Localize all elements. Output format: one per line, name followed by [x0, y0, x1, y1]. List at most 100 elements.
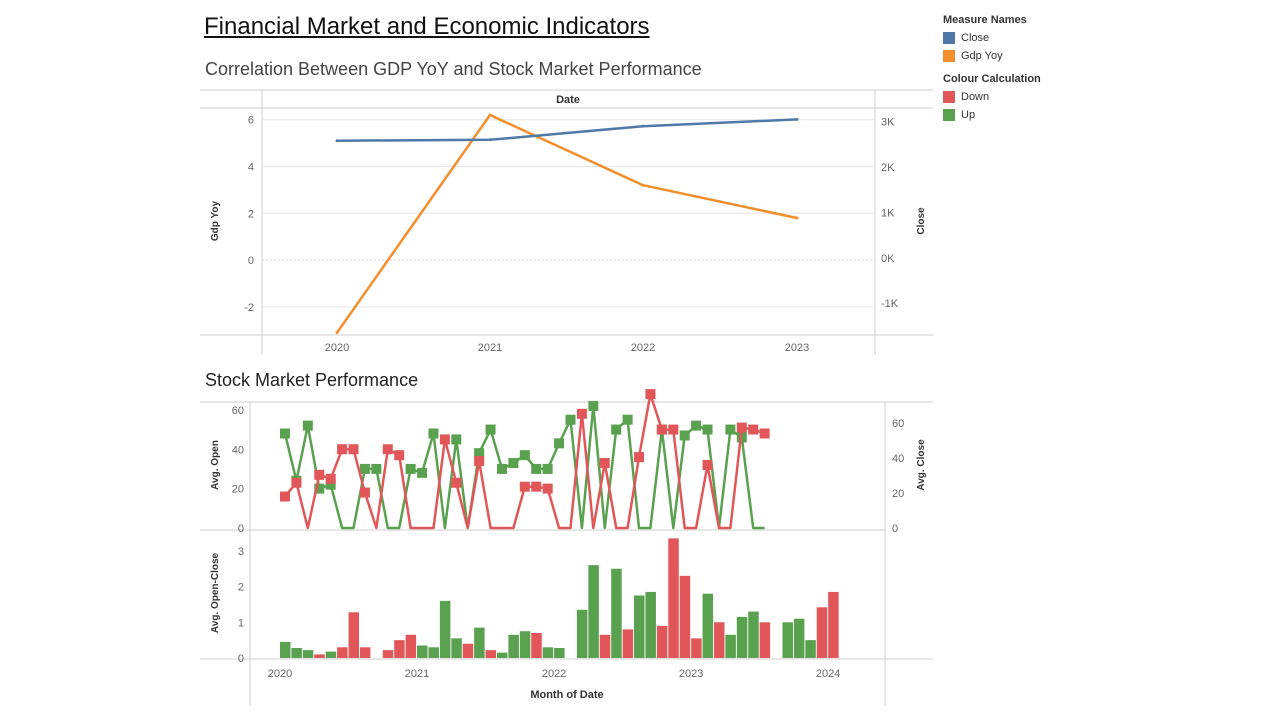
candle-body [280, 428, 290, 439]
y2-axis-title: Close [916, 207, 927, 235]
candle-body [280, 491, 290, 502]
legend-title: Measure Names [943, 14, 1027, 26]
candle-body [485, 424, 496, 435]
candle-body [474, 448, 485, 459]
candle-body [679, 430, 690, 441]
bar [428, 647, 439, 658]
y-tick-label: 60 [232, 405, 244, 417]
bar [405, 634, 417, 658]
data-point [488, 113, 492, 117]
bar [474, 627, 485, 658]
candle-body [531, 463, 542, 474]
bar [725, 634, 736, 658]
legend-item-gdp-yoy[interactable]: Gdp Yoy [943, 47, 1027, 65]
candle-body [291, 477, 302, 488]
bar [656, 625, 668, 658]
data-point [641, 124, 645, 128]
candle-body [645, 389, 656, 400]
x-tick-label: 2023 [785, 342, 809, 354]
legend-swatch [943, 32, 955, 44]
bar [359, 647, 371, 658]
legend-label: Down [961, 91, 990, 103]
x-tick-label: 2020 [268, 668, 292, 680]
bar [588, 565, 599, 658]
bar [816, 607, 828, 658]
bar [451, 638, 462, 658]
candle-body [325, 479, 336, 490]
y-axis-title: Avg. Open [210, 440, 221, 490]
legend-label: Close [961, 32, 990, 44]
candle-body [759, 428, 770, 439]
candle-body [508, 458, 519, 469]
y2-tick-label: 60 [892, 418, 904, 430]
y-tick-label: 4 [248, 162, 254, 174]
candle-body [474, 456, 485, 467]
candle-body [302, 420, 313, 431]
candle-body [405, 463, 416, 474]
candle-body [359, 487, 370, 498]
y-tick-label: 2 [238, 582, 244, 594]
y-tick-label: 1 [238, 617, 244, 629]
bar [611, 568, 622, 658]
candle-body [417, 467, 428, 478]
bar [691, 638, 702, 658]
x-tick-label: 2022 [631, 342, 655, 354]
candle-body [554, 438, 565, 449]
candle-body [542, 483, 553, 494]
legend-swatch [943, 109, 955, 121]
legend-title: Colour Calculation [943, 73, 1041, 85]
candle-body [394, 450, 405, 461]
bar [382, 650, 394, 658]
candle-body [702, 424, 713, 435]
y-tick-label: 6 [248, 115, 254, 127]
bar [645, 591, 656, 658]
bar [748, 611, 759, 658]
data-point [335, 331, 339, 335]
bar [679, 575, 691, 658]
candle-body [371, 463, 382, 474]
column-header: Date [556, 94, 580, 106]
candle-body [668, 424, 679, 435]
bar [531, 633, 542, 658]
candle-body [428, 428, 439, 439]
legend-item-close[interactable]: Close [943, 29, 1027, 47]
bar [519, 631, 531, 658]
series-line-gdp-yoy [335, 113, 798, 334]
y-tick-label: 0 [238, 523, 244, 535]
bar [554, 648, 565, 658]
candle-body [622, 414, 633, 425]
bar [599, 634, 611, 658]
candle-body [439, 434, 450, 445]
y-axis-title: Avg. Open-Close [210, 552, 221, 633]
candle-body [325, 473, 336, 484]
bar [759, 622, 771, 658]
bar [702, 593, 714, 658]
bar [485, 650, 497, 658]
bar [542, 647, 554, 658]
candle-body [702, 460, 713, 470]
data-point [795, 216, 799, 220]
candle-body [634, 452, 645, 463]
y-tick-label: 0 [238, 653, 244, 665]
legend-label: Gdp Yoy [961, 50, 1003, 62]
legend-item-down[interactable]: Down [943, 88, 1041, 106]
x-tick-label: 2023 [679, 668, 703, 680]
bar [325, 651, 337, 658]
bar [394, 640, 405, 658]
y-tick-label: 2 [248, 208, 254, 220]
candle-body [451, 477, 462, 488]
bar [736, 616, 748, 658]
bar [576, 609, 588, 658]
candle-body [599, 458, 610, 469]
x-tick-label: 2020 [325, 342, 349, 354]
legend-label: Up [961, 109, 976, 121]
candle-body [576, 408, 587, 419]
bar [805, 640, 816, 658]
bar [793, 618, 805, 658]
legend-item-up[interactable]: Up [943, 106, 1041, 124]
data-point [795, 117, 799, 121]
y2-tick-label: 1K [881, 207, 895, 219]
gdp-chart-title: Correlation Between GDP YoY and Stock Ma… [205, 59, 702, 79]
colour-calculation-legend: Colour Calculation Down Up [943, 73, 1041, 124]
candle-body [519, 481, 530, 492]
